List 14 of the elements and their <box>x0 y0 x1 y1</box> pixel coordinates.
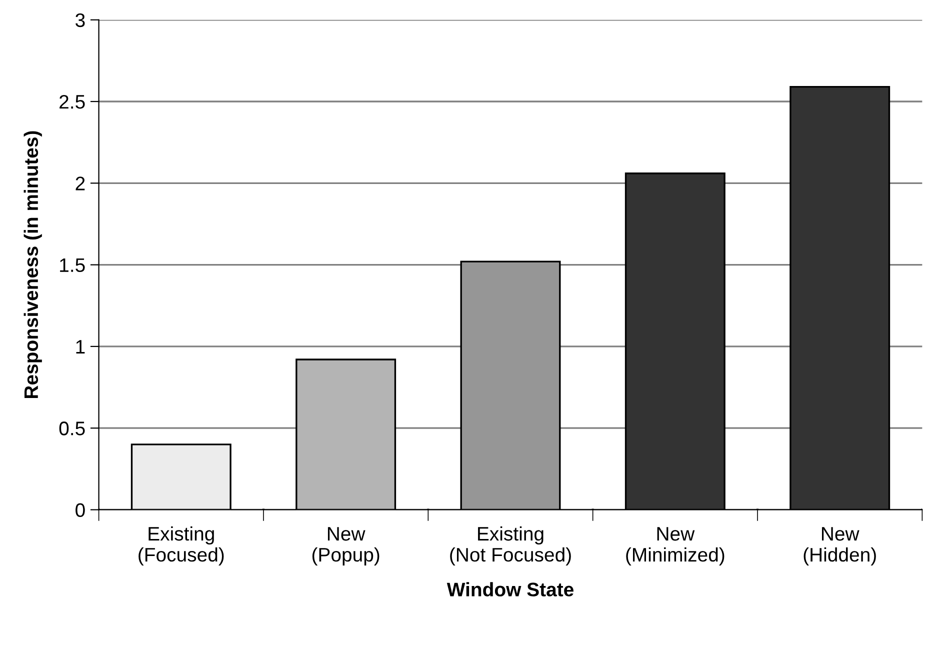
y-tick-label: 0 <box>76 503 85 517</box>
x-tick-label: New (Hidden) <box>804 527 876 566</box>
x-tick-label: New (Minimized) <box>626 527 724 566</box>
y-tick-label: 2.5 <box>60 94 85 109</box>
y-tick-label: 1 <box>76 340 85 354</box>
y-tick-label: 1.5 <box>60 258 85 272</box>
y-tick-label: 3 <box>76 13 85 28</box>
y-tick-label: 2 <box>76 176 85 190</box>
x-axis-title: Window State <box>446 582 574 596</box>
x-tick-label: New (Popup) <box>312 527 380 566</box>
y-axis-title: Responsiveness (in minutes) <box>24 131 42 398</box>
x-tick-label: Existing (Not Focused) <box>450 526 571 566</box>
y-tick-label: 0.5 <box>59 422 85 436</box>
x-tick-label: Existing (Focused) <box>138 526 224 566</box>
